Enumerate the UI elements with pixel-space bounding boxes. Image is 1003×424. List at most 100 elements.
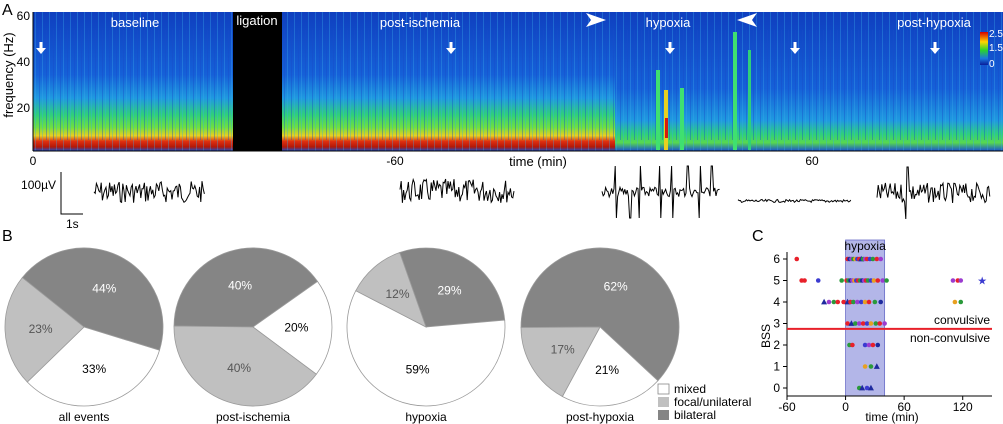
pie-slice-label-mixed: 33% <box>82 362 106 376</box>
data-point <box>848 320 855 326</box>
data-point <box>815 278 821 283</box>
pie-chart-label: post-ischemia <box>216 410 290 424</box>
y-axis-label: frequency (Hz) <box>1 32 16 117</box>
data-point <box>862 299 868 305</box>
y-tick-label: 40 <box>17 55 31 69</box>
down-arrow-icon <box>790 42 800 54</box>
data-point <box>882 321 887 326</box>
data-point <box>826 299 832 305</box>
pie-slice-label-focal: 23% <box>29 322 53 336</box>
data-point <box>872 299 878 305</box>
colorbar <box>980 32 988 65</box>
threshold-label-convulsive: convulsive <box>934 313 990 327</box>
segment-label-ligation: ligation <box>236 13 277 28</box>
pie-slice-bilateral <box>21 247 164 351</box>
scale-bar-time: 1s <box>66 217 79 231</box>
y-tick-label: 0 <box>773 381 780 395</box>
scale-bar-amplitude: 100µV <box>21 178 56 192</box>
data-point <box>958 278 964 283</box>
pie-slice-focal <box>4 277 85 383</box>
ligation-block <box>233 12 282 151</box>
pie-slice-label-mixed: 59% <box>406 363 430 377</box>
y-tick-label: 1 <box>773 360 780 374</box>
y-tick-label: 3 <box>773 317 780 331</box>
data-point <box>802 278 807 283</box>
colorbar-tick: 0 <box>989 59 995 70</box>
y-tick-label: 5 <box>773 274 780 288</box>
pie-slice-label-focal: 12% <box>385 287 409 301</box>
data-point <box>854 299 860 305</box>
eeg-trace <box>876 166 991 220</box>
arrowhead-left-icon <box>737 13 757 27</box>
data-point <box>858 299 864 305</box>
x-tick-label: 120 <box>953 400 973 414</box>
data-point <box>870 256 876 262</box>
hypoxia-burst <box>656 70 660 150</box>
pie-legend: mixed focal/unilateral bilateral <box>657 382 751 422</box>
x-tick-label: 0 <box>30 154 37 168</box>
legend-label-focal: focal/unilateral <box>674 395 751 409</box>
down-arrow-icon <box>36 42 46 54</box>
y-tick-label: 6 <box>773 252 780 266</box>
pie-slice-mixed <box>252 280 333 375</box>
pie-charts: 44% 33% 23% all events 40% 20% 40% post-ischemi… <box>4 247 680 424</box>
data-point <box>878 256 884 262</box>
pie-slice-mixed <box>26 326 161 407</box>
hypoxia-burst <box>733 32 737 150</box>
arrowhead-right-icon <box>586 13 606 27</box>
eeg-trace <box>737 198 852 204</box>
scatter-y-axis-label: BSS <box>759 324 773 348</box>
legend-swatch-focal <box>658 397 669 407</box>
data-point <box>862 364 868 369</box>
panel-label-c: C <box>752 228 764 245</box>
data-point <box>859 384 866 391</box>
data-point <box>851 299 856 305</box>
data-point <box>850 342 855 348</box>
pie-slice-label-bilateral: 44% <box>92 282 116 296</box>
pie-chart: 44% 33% 23% all events <box>4 247 164 424</box>
pie-slice-focal <box>173 325 317 407</box>
segment-label-baseline: baseline <box>111 15 159 30</box>
panel-label-a: A <box>2 2 13 19</box>
pie-chart-label: hypoxia <box>405 410 447 424</box>
scatter-x-axis-label: time (min) <box>865 410 918 424</box>
data-point <box>831 299 837 305</box>
data-point <box>866 299 872 305</box>
spectrogram-texture <box>33 12 1003 151</box>
pie-chart: 40% 20% 40% post-ischemia <box>173 247 333 424</box>
pie-slice-bilateral <box>173 247 319 328</box>
data-point <box>952 299 958 305</box>
panel-label-b: B <box>2 228 13 245</box>
data-point <box>873 363 880 369</box>
data-point <box>878 299 884 305</box>
data-point <box>864 385 870 391</box>
pie-chart: 29% 59% 12% hypoxia <box>346 247 506 424</box>
data-point: ★ <box>977 276 987 288</box>
data-point <box>835 299 841 305</box>
pie-slice-label-bilateral: 40% <box>228 279 252 293</box>
data-point <box>853 321 858 326</box>
data-point <box>877 321 883 326</box>
hypoxia-shaded-region <box>845 239 886 397</box>
data-point <box>868 321 874 326</box>
segment-label-hypoxia: hypoxia <box>646 15 692 30</box>
y-tick-label: 20 <box>17 101 31 115</box>
data-point <box>856 321 862 326</box>
pie-slice-label-mixed: 21% <box>595 363 619 377</box>
shaded-region-label: hypoxia <box>844 239 886 253</box>
data-point <box>794 256 800 262</box>
pie-slice-label-bilateral: 29% <box>437 284 461 298</box>
data-point <box>867 384 874 391</box>
data-point <box>868 364 874 369</box>
data-point <box>821 298 828 305</box>
pie-slice-focal <box>355 251 427 328</box>
pie-chart-label: post-hypoxia <box>566 410 634 424</box>
x-tick-label: -60 <box>386 154 404 168</box>
eeg-trace <box>93 181 205 204</box>
data-point <box>871 278 877 283</box>
colorbar-tick: 2.5 <box>989 29 1003 40</box>
data-point <box>875 278 881 283</box>
legend-label-mixed: mixed <box>674 382 706 396</box>
eeg-trace <box>601 165 720 219</box>
